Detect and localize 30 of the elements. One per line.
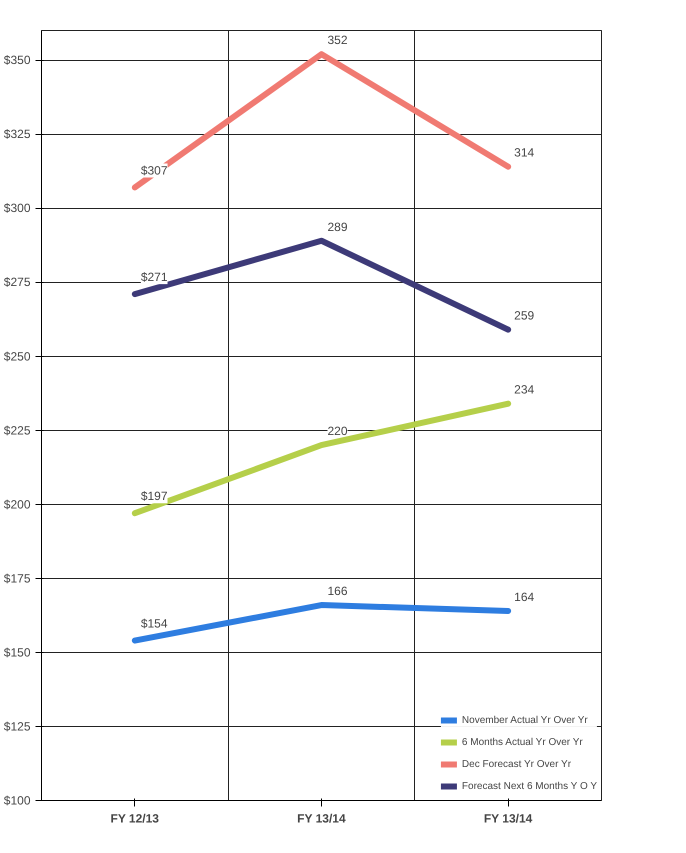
data-label: $197 — [140, 489, 168, 504]
legend-label: November Actual Yr Over Yr — [462, 714, 588, 726]
data-label: 166 — [328, 584, 348, 598]
y-tick-label: $200 — [4, 497, 31, 512]
y-tick-label: $225 — [4, 423, 31, 438]
y-tick-label: $100 — [4, 794, 31, 808]
y-tick-label: $300 — [4, 201, 31, 216]
x-tick-label: FY 12/13 — [110, 812, 160, 826]
y-tick-label: $325 — [4, 127, 31, 142]
data-label: $154 — [140, 616, 168, 631]
data-label: $271 — [140, 270, 168, 284]
y-tick-label: $125 — [4, 719, 31, 734]
y-tick-label: $250 — [4, 349, 31, 364]
data-label: $307 — [140, 163, 168, 178]
x-tick-label: FY 13/14 — [297, 812, 346, 826]
data-label: 314 — [514, 146, 535, 160]
y-tick-label: $175 — [4, 571, 31, 586]
data-label: 234 — [514, 382, 535, 397]
data-label: 289 — [328, 220, 348, 234]
y-tick-label: $350 — [4, 53, 31, 68]
legend-label: 6 Months Actual Yr Over Yr — [462, 736, 583, 748]
data-label: 352 — [328, 33, 348, 48]
y-tick-label: $275 — [4, 275, 31, 290]
data-label: 259 — [514, 308, 535, 323]
data-label: 220 — [328, 424, 348, 438]
legend-label: Forecast Next 6 Months Y O Y — [462, 780, 597, 792]
x-tick-label: FY 13/14 — [484, 812, 533, 826]
legend-label: Dec Forecast Yr Over Yr — [462, 758, 572, 770]
data-label: 164 — [514, 590, 535, 604]
y-tick-label: $150 — [4, 645, 31, 660]
